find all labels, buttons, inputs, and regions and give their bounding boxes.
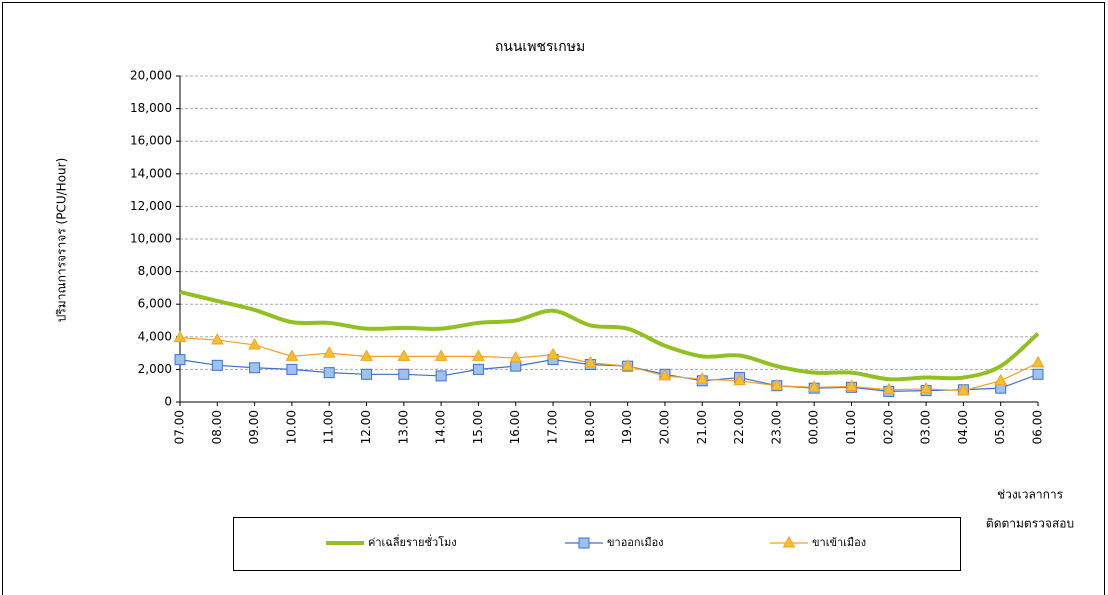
data-point <box>882 382 896 395</box>
data-point <box>472 349 485 361</box>
y-tick-label: 10,000 <box>130 232 172 246</box>
x-tick-label: 16.00 <box>508 410 522 444</box>
series-line <box>179 337 1039 392</box>
data-point <box>472 363 484 375</box>
data-point <box>434 349 448 361</box>
series-line <box>179 290 1040 382</box>
x-tick-label: 20.00 <box>657 410 671 444</box>
data-point <box>584 355 597 368</box>
data-point <box>174 354 186 366</box>
x-tick-label: 11.00 <box>322 410 336 444</box>
x-tick-label: 14.00 <box>434 410 448 444</box>
x-tick-label: 09.00 <box>247 410 261 444</box>
y-tick-label: 14,000 <box>130 166 172 180</box>
data-point <box>248 337 261 350</box>
legend-label: ขาออกเมือง <box>607 536 664 549</box>
legend-label: ค่าเฉลี่ยรายชั่วโมง <box>368 534 457 549</box>
x-tick-label: 01.00 <box>844 410 858 444</box>
x-tick-label: 03.00 <box>919 410 933 444</box>
data-point <box>173 330 187 343</box>
x-tick-label: 04.00 <box>956 410 970 444</box>
y-tick-label: 2,000 <box>138 362 172 376</box>
data-point <box>770 378 784 391</box>
x-tick-label: 06.00 <box>1031 410 1045 444</box>
x-tick-label: 17.00 <box>546 410 560 444</box>
x-tick-label: 00.00 <box>807 410 821 444</box>
data-point <box>322 346 336 358</box>
x-tick-label: 22.00 <box>732 410 746 444</box>
data-point <box>658 368 672 381</box>
x-tick-label: 15.00 <box>471 410 485 444</box>
x-tick-label: 12.00 <box>359 410 373 444</box>
y-tick-label: 0 <box>164 395 172 409</box>
x-tick-label: 05.00 <box>993 410 1007 444</box>
x-tick-label: 19.00 <box>620 410 634 444</box>
data-point <box>733 373 746 386</box>
x-tick-label: 18.00 <box>583 410 597 444</box>
x-tick-label: 02.00 <box>881 410 895 444</box>
legend-label: ขาเข้าเมือง <box>812 536 866 549</box>
data-point <box>1031 355 1045 368</box>
y-tick-label: 8,000 <box>138 264 172 278</box>
data-point <box>546 347 560 360</box>
y-tick-label: 4,000 <box>138 329 172 343</box>
data-point <box>807 380 821 392</box>
x-tick-label: 07.00 <box>173 410 187 444</box>
data-point <box>210 333 224 345</box>
legend-marker <box>578 537 590 549</box>
data-point <box>621 359 634 371</box>
data-point <box>845 379 858 392</box>
data-point <box>361 368 373 380</box>
x-tick-label: 08.00 <box>210 410 224 444</box>
series-line <box>179 359 1039 393</box>
y-axis-label: ปริมาณการจราจร (PCU/Hour) <box>55 158 69 323</box>
y-tick-label: 16,000 <box>130 134 172 148</box>
x-axis-label: ติดตามตรวจสอบ <box>986 517 1074 531</box>
data-point <box>249 362 261 374</box>
data-point <box>509 350 523 363</box>
data-point <box>398 368 410 380</box>
data-point <box>994 373 1008 386</box>
data-point <box>435 370 447 382</box>
data-point <box>397 349 411 361</box>
y-tick-label: 12,000 <box>130 199 172 213</box>
x-tick-label: 10.00 <box>284 410 298 444</box>
x-tick-label: 21.00 <box>695 410 709 444</box>
chart-title: ถนนเพชรเกษม <box>495 39 585 55</box>
legend-marker <box>782 535 796 548</box>
data-point <box>286 363 298 375</box>
data-point <box>1032 368 1044 380</box>
x-tick-label: 13.00 <box>396 410 410 444</box>
data-point <box>919 381 933 394</box>
data-point <box>957 383 970 396</box>
y-tick-label: 20,000 <box>130 69 172 83</box>
y-tick-label: 6,000 <box>138 297 172 311</box>
data-point <box>323 367 335 379</box>
y-tick-label: 18,000 <box>130 101 172 115</box>
x-axis-label: ช่วงเวลาการ <box>997 488 1064 502</box>
data-point <box>285 349 299 361</box>
data-point <box>695 372 709 384</box>
x-tick-label: 23.00 <box>769 410 783 444</box>
data-point <box>510 360 522 372</box>
data-point <box>211 359 223 371</box>
data-point <box>360 349 373 361</box>
